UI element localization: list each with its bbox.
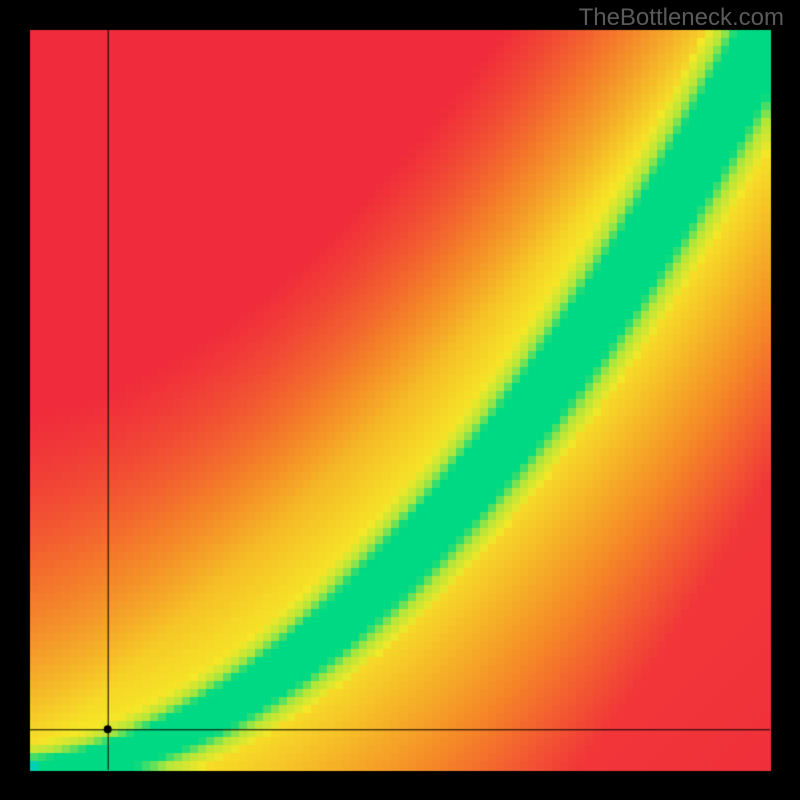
watermark-label: TheBottleneck.com (579, 4, 784, 32)
bottleneck-heatmap (0, 0, 800, 800)
chart-container: TheBottleneck.com (0, 0, 800, 800)
